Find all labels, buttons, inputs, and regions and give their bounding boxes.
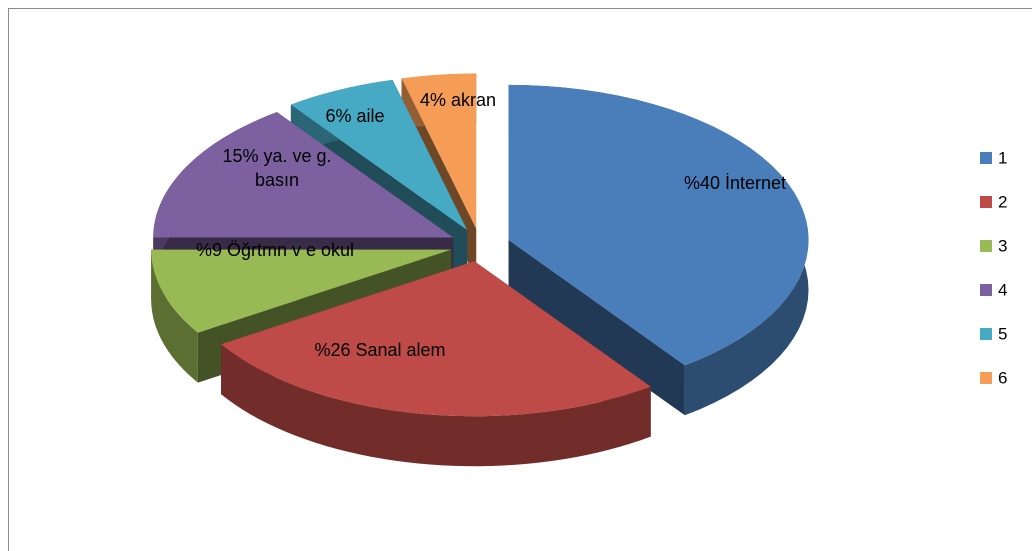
- legend-swatch: [980, 240, 992, 252]
- legend-label: 4: [998, 280, 1007, 299]
- data-label: %26 Sanal alem: [314, 340, 446, 360]
- data-label: 15% ya. ve g. basın: [222, 146, 332, 190]
- slice-wall: [151, 249, 198, 383]
- legend-swatch: [980, 372, 992, 384]
- data-label: %40 İnternet: [683, 173, 787, 193]
- legend-label: 2: [998, 192, 1007, 211]
- legend-swatch: [980, 196, 992, 208]
- data-label: 4% akran: [419, 90, 497, 110]
- slice-top: [290, 79, 468, 231]
- data-label: 6% aile: [325, 106, 385, 126]
- legend-swatch: [980, 152, 992, 164]
- slice-wall: [221, 344, 651, 467]
- legend-label: 6: [998, 368, 1007, 387]
- legend-label: 3: [998, 236, 1007, 255]
- data-label: %9 Öğrtmn v e okul: [195, 240, 355, 260]
- slice: [508, 84, 809, 416]
- slice-side: [508, 239, 685, 416]
- legend-swatch: [980, 284, 992, 296]
- slice-top: [221, 261, 651, 417]
- legend-label: 1: [998, 148, 1007, 167]
- slice-top: [508, 84, 809, 366]
- legend-label: 5: [998, 324, 1007, 343]
- frame: [8, 8, 1032, 551]
- legend-swatch: [980, 328, 992, 340]
- slice-top: [153, 112, 454, 238]
- slice-top: [151, 249, 452, 333]
- slice-top: [401, 73, 477, 229]
- slice: [221, 261, 651, 467]
